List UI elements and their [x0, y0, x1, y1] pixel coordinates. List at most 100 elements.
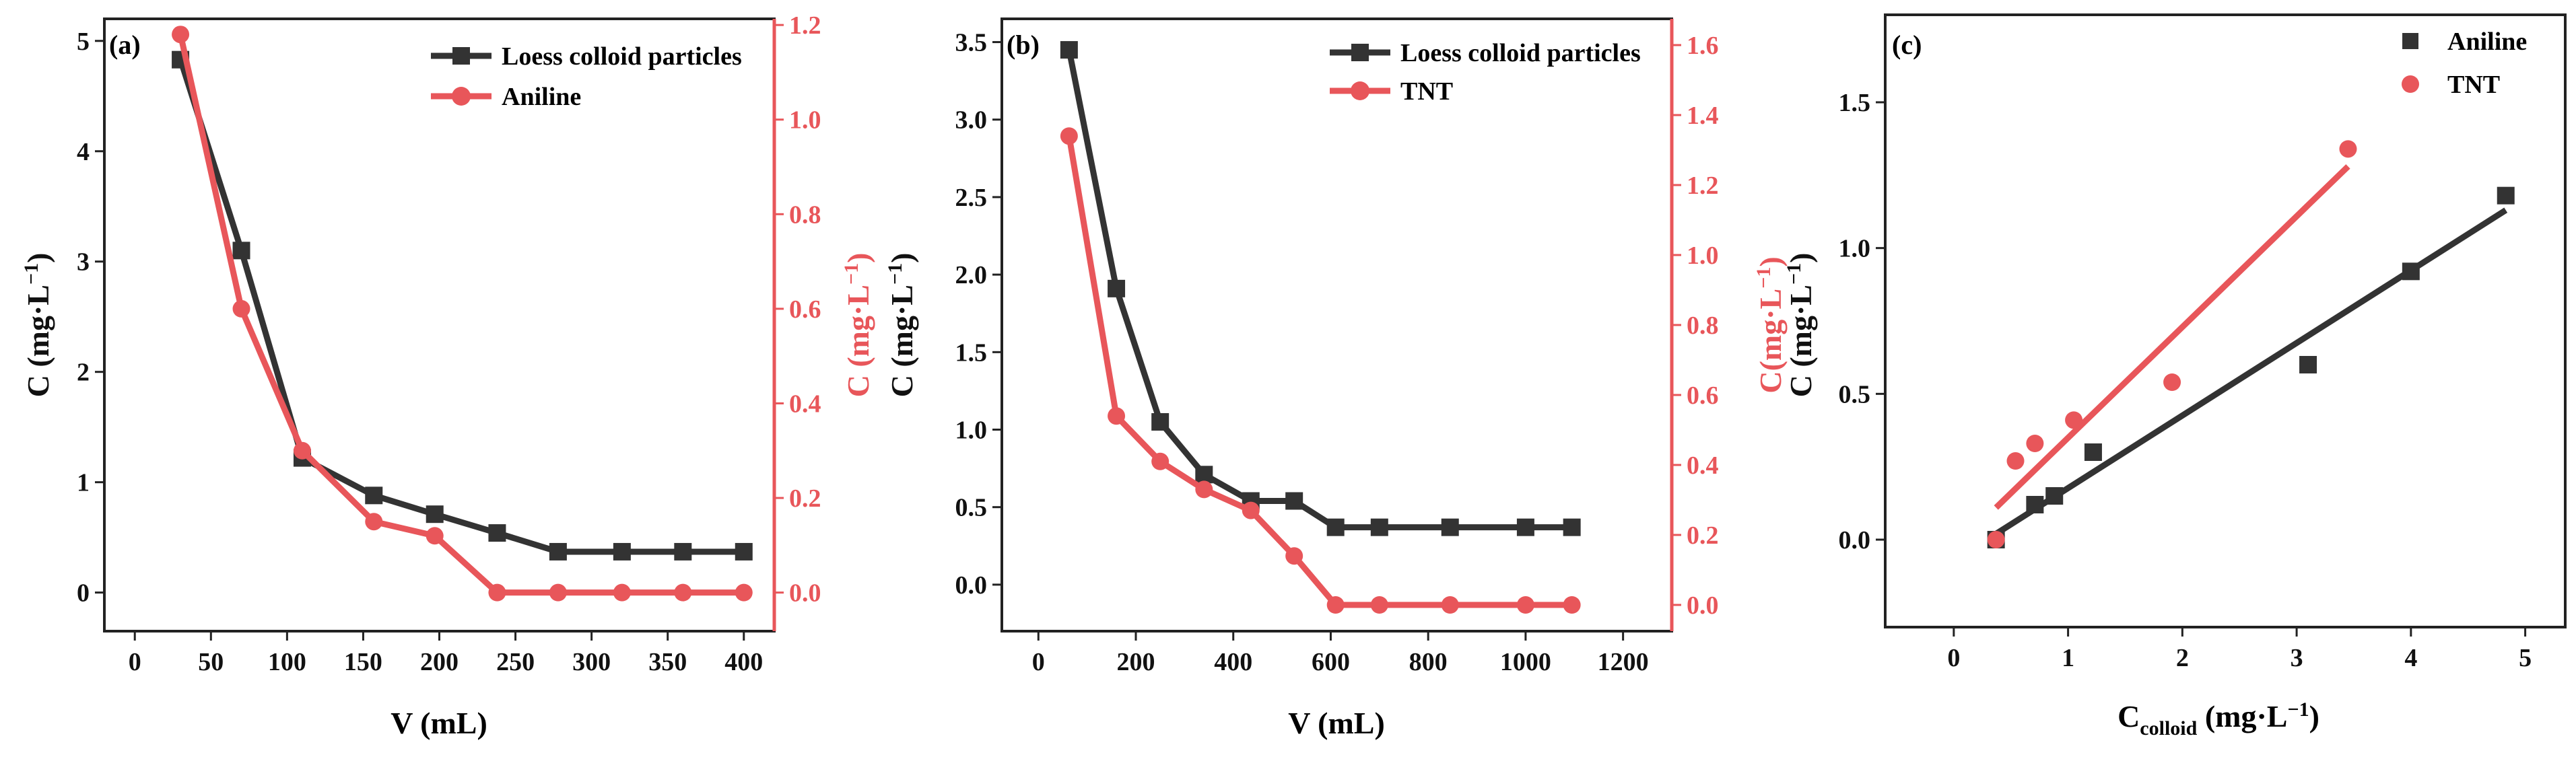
y-tick-label: 1.0 [1839, 235, 1871, 263]
right-y-tick-label: 0.0 [789, 579, 821, 608]
right-y-tick-label: 1.0 [789, 106, 821, 135]
legend-marker-square [1351, 44, 1369, 61]
y-tick-label: 3 [77, 248, 90, 277]
data-point-loess-colloid-particles [488, 524, 506, 542]
y-tick-label: 0.0 [1839, 526, 1871, 554]
y-tick-label: 0.5 [1839, 380, 1871, 408]
data-point-loess-colloid-particles [426, 505, 444, 523]
x-tick-label: 350 [648, 648, 687, 676]
panel-c-x-ticks: 0 1 2 3 4 5 [1947, 627, 2532, 672]
x-tick-label: 300 [572, 648, 611, 676]
data-point-loess-colloid-particles [613, 542, 631, 561]
right-y-tick-label: 1.4 [1687, 102, 1719, 130]
panel-b-x-axis-label: V (mL) [1288, 706, 1385, 740]
right-y-tick-label: 1.6 [1687, 32, 1719, 60]
y-tick-label: 2.0 [955, 261, 988, 289]
x-tick-label: 3 [2291, 644, 2303, 672]
panel-c-y-axis-label: C (mg·L−1) [1783, 253, 1818, 398]
data-point-loess-colloid-particles [365, 486, 383, 505]
right-y-tick-label: 0.2 [789, 484, 821, 513]
x-tick-label: 600 [1312, 648, 1350, 676]
data-point-aniline [549, 583, 567, 602]
data-point-loess-colloid-particles [1326, 518, 1345, 536]
panel-b: (b) 0 200 400 600 800 1000 1200 0.0 0.5 1.0 1.5 2.… [884, 17, 1788, 740]
y-tick-label: 1.5 [1839, 89, 1871, 117]
x-tick-label: 1000 [1500, 648, 1551, 676]
y-tick-label: 0.0 [955, 571, 988, 600]
x-tick-label: 250 [496, 648, 535, 676]
data-point-tnt [1441, 596, 1459, 614]
x-tick-label: 4 [2404, 644, 2417, 672]
data-point-loess-colloid-particles [1370, 518, 1388, 536]
panel-b-legend: Loess colloid particles TNT [1330, 39, 1641, 106]
panel-a-y-axis-label: C (mg·L−1) [20, 253, 55, 398]
x-tick-label: 0 [129, 648, 141, 676]
data-point-aniline [613, 583, 631, 602]
y-tick-label: 0.5 [955, 494, 988, 522]
data-point-loess-colloid-particles [1195, 466, 1213, 484]
y-tick-label: 3.5 [955, 29, 988, 57]
data-point-tnt [1108, 407, 1126, 425]
y-tick-label: 3.0 [955, 106, 988, 135]
data-point-tnt [2026, 435, 2044, 452]
data-point-aniline [293, 441, 311, 460]
data-point-tnt [1285, 547, 1303, 565]
y-tick-label: 4 [77, 138, 90, 166]
legend-marker-square [2402, 33, 2418, 49]
x-tick-label: 1 [2062, 644, 2074, 672]
legend-entry-tnt: TNT [1400, 77, 1453, 106]
x-tick-label: 200 [1117, 648, 1155, 676]
x-tick-label: 5 [2519, 644, 2532, 672]
data-point-tnt [1195, 480, 1213, 499]
x-tick-label: 2 [2176, 644, 2189, 672]
right-y-tick-label: 0.2 [1687, 521, 1719, 550]
data-point-tnt [2339, 140, 2357, 158]
legend-marker-square [452, 47, 470, 65]
right-y-tick-label: 0.0 [1687, 591, 1719, 620]
x-tick-label: 200 [420, 648, 459, 676]
data-point-tnt [1370, 596, 1388, 614]
right-y-tick-label: 0.8 [1687, 312, 1719, 340]
data-point-loess-colloid-particles [1060, 41, 1078, 59]
series-line-loess-colloid-particles [1066, 49, 1572, 531]
panel-b-y-ticks: 0.0 0.5 1.0 1.5 2.0 2.5 3.0 3.5 [955, 29, 1002, 600]
data-point-tnt [1060, 127, 1078, 145]
x-tick-label: 1200 [1598, 648, 1649, 676]
data-point-aniline [2402, 262, 2420, 281]
y-tick-label: 1 [77, 469, 90, 497]
right-y-tick-label: 1.0 [1687, 242, 1719, 270]
data-point-loess-colloid-particles [674, 542, 692, 561]
x-tick-label: 400 [1214, 648, 1252, 676]
data-point-loess-colloid-particles [735, 542, 753, 561]
right-y-tick-label: 1.2 [789, 11, 821, 40]
panel-a-x-axis-label: V (mL) [391, 706, 487, 740]
right-y-tick-label: 0.8 [789, 201, 821, 229]
data-point-tnt [1151, 452, 1170, 470]
panel-a-legend: Loess colloid particles Aniline [431, 42, 742, 111]
legend-entry-loess-colloid-particles: Loess colloid particles [1400, 39, 1641, 67]
right-y-tick-label: 0.6 [789, 295, 821, 324]
legend-marker-circle [1351, 81, 1369, 100]
panel-c-frame [1884, 13, 2567, 628]
legend-entry-aniline: Aniline [502, 83, 581, 111]
x-tick-label: 100 [268, 648, 306, 676]
data-point-loess-colloid-particles [549, 542, 567, 561]
right-y-tick-label: 1.2 [1687, 172, 1719, 200]
panel-b-series [1060, 41, 1581, 614]
legend-entry-loess-colloid-particles: Loess colloid particles [502, 42, 742, 71]
y-tick-label: 1.0 [955, 417, 988, 445]
x-tick-label: 400 [724, 648, 763, 676]
panel-a-label: (a) [109, 30, 141, 60]
x-tick-label: 50 [198, 648, 224, 676]
data-point-aniline [674, 583, 692, 602]
data-point-aniline [735, 583, 753, 602]
data-point-aniline [365, 513, 383, 531]
data-point-loess-colloid-particles [1108, 279, 1126, 297]
panel-b-y-axis-label: C (mg·L−1) [884, 253, 919, 398]
legend-entry-tnt: TNT [2447, 71, 2500, 99]
series-line-aniline [177, 34, 744, 596]
data-point-tnt [2163, 373, 2181, 391]
panel-c-series [1987, 140, 2515, 548]
panel-b-right-y-ticks: 0.0 0.2 0.4 0.6 0.8 1.0 1.2 1.4 1.6 [1670, 19, 1719, 631]
data-point-loess-colloid-particles [1516, 518, 1534, 536]
